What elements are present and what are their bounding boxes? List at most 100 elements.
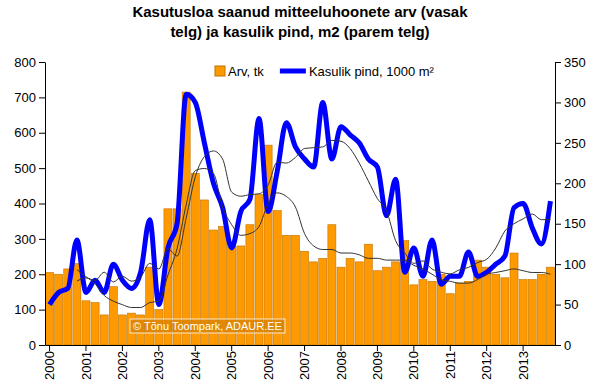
title: Kasutusloa saanud mitteeluhoonete arv (v… [132, 3, 468, 20]
legend-swatch [280, 69, 306, 74]
bar [510, 253, 518, 345]
bar [109, 287, 117, 345]
tick: 250 [555, 136, 586, 151]
tick-label: 50 [564, 297, 578, 312]
tick-mark [486, 345, 487, 351]
tick-mark [39, 204, 45, 205]
tick-label: 2005 [224, 351, 239, 380]
tick-label: 300 [14, 232, 36, 247]
tick-mark [555, 305, 561, 306]
tick-mark [39, 345, 45, 346]
bar-series [46, 92, 555, 345]
tick: 0 [555, 338, 571, 353]
x-axis: 2000200120022003200420052006200720082009… [42, 345, 555, 380]
legend-swatch [215, 66, 225, 76]
line [50, 94, 551, 304]
tick: 2008 [334, 345, 349, 380]
tick-mark [523, 345, 524, 351]
tick-mark [49, 345, 50, 351]
bar [492, 274, 500, 345]
tick: 500 [14, 161, 45, 176]
bar [428, 281, 436, 345]
tick: 800 [14, 55, 45, 70]
tick-label: 2013 [516, 351, 531, 380]
tick-label: 100 [14, 302, 36, 317]
y-axis: 0100200300400500600700800 [14, 55, 45, 353]
tick-label: 2007 [297, 351, 312, 380]
tick-mark [158, 345, 159, 351]
tick-label: 400 [14, 196, 36, 211]
legend-label: Arv, tk [228, 64, 264, 79]
bar [55, 274, 63, 345]
bar [464, 281, 472, 345]
tick: 2002 [115, 345, 130, 380]
tick-label: 2008 [334, 351, 349, 380]
tick: 2007 [297, 345, 312, 380]
tick-mark [231, 345, 232, 351]
tick: 2010 [406, 345, 421, 380]
tick-label: 2009 [370, 351, 385, 380]
bar [118, 315, 126, 345]
tick: 50 [555, 297, 578, 312]
tick-mark [555, 345, 561, 346]
tick-mark [122, 345, 123, 351]
tick-label: 100 [564, 257, 586, 272]
tick: 2009 [370, 345, 385, 380]
bar [373, 271, 381, 345]
bar [410, 285, 418, 345]
tick: 2012 [479, 345, 494, 380]
tick-mark [413, 345, 414, 351]
tick-label: 800 [14, 55, 36, 70]
tick-mark [39, 62, 45, 63]
tick-mark [39, 274, 45, 275]
legend: Arv, tkKasulik pind, 1000 m² [215, 64, 435, 79]
y2-axis: 0 50 100 150 200 250 300 350 [555, 55, 586, 353]
tick: 2003 [151, 345, 166, 380]
bar [546, 267, 554, 345]
axis-line [555, 63, 556, 346]
bar [73, 264, 81, 345]
tick-label: 150 [564, 216, 586, 231]
tick: 600 [14, 125, 45, 140]
trend-line [77, 140, 551, 282]
tick-mark [555, 62, 561, 63]
tick-mark [39, 168, 45, 169]
tick-label: 200 [14, 267, 36, 282]
bar [501, 278, 509, 345]
tick: 2001 [79, 345, 94, 380]
bar [519, 280, 527, 345]
tick-mark [39, 97, 45, 98]
tick: 200 [14, 267, 45, 282]
bar [319, 258, 327, 345]
tick-label: 2001 [79, 351, 94, 380]
bar [455, 283, 463, 345]
annotation-box [130, 319, 285, 333]
tick-mark [555, 264, 561, 265]
tick-label: 0 [29, 338, 36, 353]
bar [528, 280, 536, 345]
tick-mark [39, 133, 45, 134]
tick: 200 [555, 176, 586, 191]
tick-mark [377, 345, 378, 351]
bar [419, 280, 427, 345]
tick-label: 2006 [261, 351, 276, 380]
tick-label: 0 [564, 338, 571, 353]
tick: 2000 [42, 345, 57, 380]
tick-label: 300 [564, 95, 586, 110]
chart: Kasutusloa saanud mitteeluhoonete arv (v… [0, 0, 600, 392]
tick: 2005 [224, 345, 239, 380]
tick-label: 350 [564, 55, 586, 70]
bar [46, 272, 54, 345]
tick-label: 2012 [479, 351, 494, 380]
bar [91, 303, 99, 345]
bar [346, 258, 354, 345]
tick-label: 250 [564, 136, 586, 151]
bar [483, 267, 491, 345]
tick: 100 [555, 257, 586, 272]
bar [446, 294, 454, 345]
tick-mark [39, 239, 45, 240]
bar [537, 274, 545, 345]
bar [100, 315, 108, 345]
tick-mark [555, 183, 561, 184]
bar [392, 262, 400, 345]
